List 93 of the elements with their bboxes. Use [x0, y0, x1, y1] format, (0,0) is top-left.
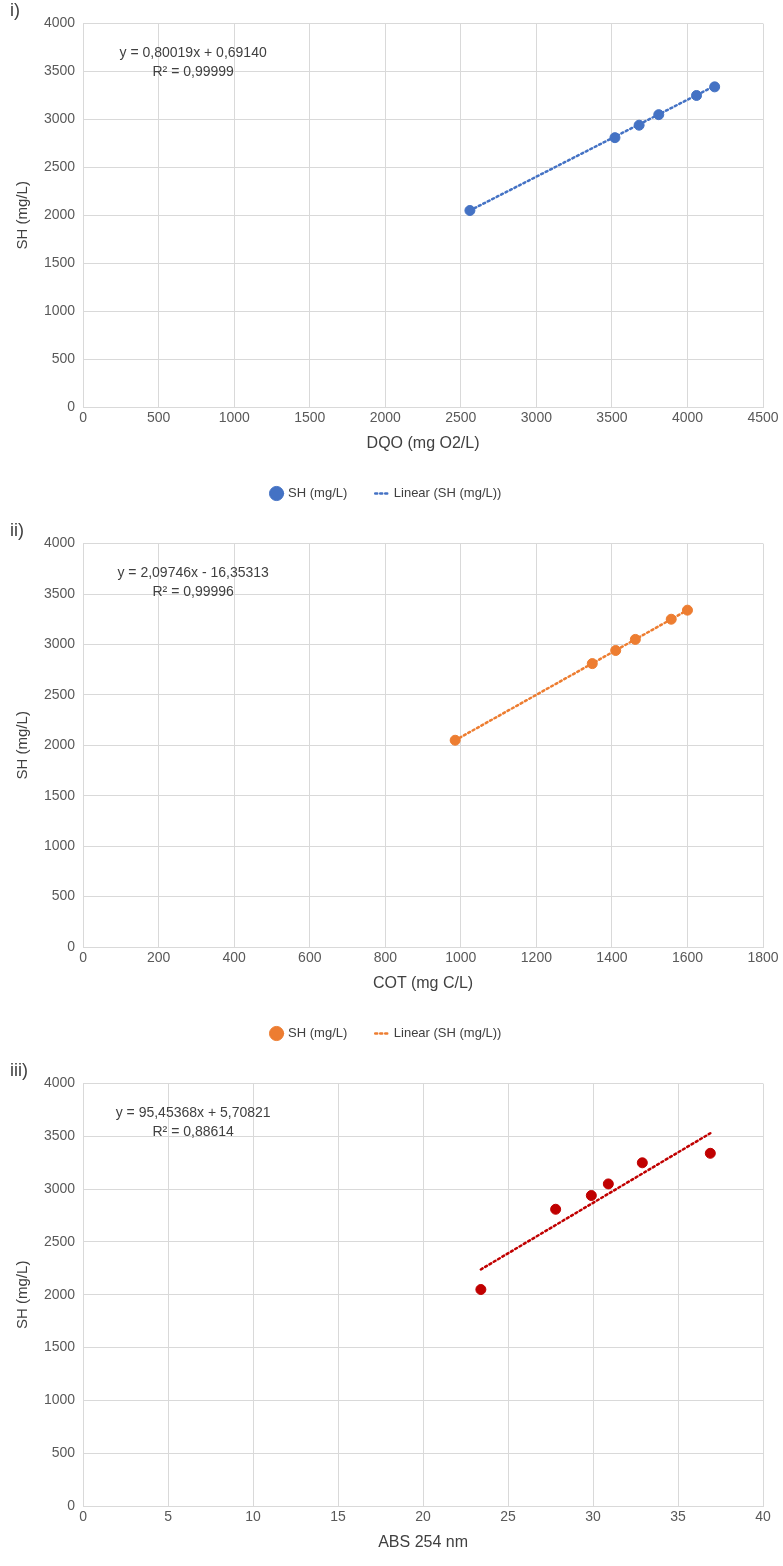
- point: [653, 109, 665, 121]
- y-tick-label: 2500: [43, 685, 76, 702]
- legend-label: SH (mg/L): [288, 1025, 348, 1041]
- y-tick-label: 4000: [43, 1074, 76, 1091]
- y-tick-label: 1500: [43, 254, 76, 271]
- y-axis-title: SH (mg/L): [13, 1260, 31, 1329]
- x-tick-label: 1200: [520, 949, 553, 966]
- legend-label: SH (mg/L): [288, 485, 348, 501]
- y-tick-label: 3500: [43, 1127, 76, 1144]
- x-tick-label: 30: [585, 1508, 602, 1525]
- point: [464, 205, 476, 217]
- x-tick-label: 20: [415, 1508, 432, 1525]
- x-tick-label: 5: [164, 1508, 173, 1525]
- x-tick-label: 4500: [747, 409, 779, 426]
- chart-title: ii): [10, 519, 24, 540]
- y-tick-label: 1500: [43, 786, 76, 803]
- y-axis-title: SH (mg/L): [13, 711, 31, 780]
- x-tick-label: 1000: [445, 949, 477, 966]
- x-tick-label: 0: [79, 409, 88, 426]
- point: [636, 1157, 648, 1169]
- x-tick-label: 2500: [445, 409, 477, 426]
- point: [449, 734, 461, 746]
- y-tick-label: 3500: [43, 62, 76, 79]
- annotation: y = 95,45368x + 5,70821: [115, 1104, 271, 1121]
- point: [709, 81, 721, 93]
- annotation: R² = 0,99996: [152, 583, 235, 600]
- y-tick-label: 3000: [43, 1180, 76, 1197]
- point: [665, 613, 677, 625]
- point: [633, 119, 645, 131]
- point: [610, 645, 622, 656]
- annotation: R² = 0,99999: [152, 63, 235, 80]
- x-tick-label: 1600: [671, 949, 704, 966]
- x-tick-label: 500: [147, 409, 171, 426]
- y-tick-label: 2500: [43, 158, 76, 175]
- x-tick-label: 400: [222, 949, 247, 966]
- x-tick-label: 1400: [596, 949, 628, 966]
- point: [629, 633, 641, 645]
- x-axis-title: DQO (mg O2/L): [366, 433, 480, 451]
- x-tick-label: 200: [147, 949, 171, 966]
- x-tick-label: 4000: [671, 409, 704, 426]
- y-tick-label: 1000: [43, 837, 76, 854]
- y-tick-label: 1500: [43, 1338, 76, 1355]
- annotation: y = 2,09746x - 16,35313: [117, 564, 270, 581]
- point: [585, 1190, 597, 1202]
- x-tick-label: 10: [245, 1508, 262, 1525]
- y-tick-label: 2500: [43, 1232, 76, 1249]
- y-tick-label: 0: [67, 1496, 76, 1513]
- x-axis-title: COT (mg C/L): [372, 973, 474, 991]
- chart-title: i): [10, 0, 20, 20]
- point: [691, 89, 703, 101]
- y-tick-label: 4000: [43, 534, 76, 551]
- y-tick-label: 500: [51, 1444, 76, 1461]
- x-tick-label: 0: [79, 949, 88, 966]
- x-tick-label: 40: [755, 1508, 771, 1525]
- y-tick-label: 1000: [43, 302, 76, 319]
- legend-label: Linear (SH (mg/L)): [393, 1025, 502, 1041]
- y-tick-label: 0: [67, 937, 76, 954]
- point: [586, 658, 598, 670]
- point: [704, 1147, 716, 1159]
- y-axis-title: SH (mg/L): [13, 181, 31, 250]
- point: [550, 1203, 562, 1215]
- legend-label: Linear (SH (mg/L)): [393, 485, 502, 501]
- x-tick-label: 800: [373, 949, 398, 966]
- x-tick-label: 3500: [596, 409, 628, 426]
- point: [609, 132, 621, 144]
- y-tick-label: 1000: [43, 1391, 76, 1408]
- y-tick-label: 3000: [43, 110, 76, 127]
- point: [602, 1178, 614, 1190]
- x-tick-label: 1800: [747, 949, 779, 966]
- x-tick-label: 3000: [520, 409, 553, 426]
- y-tick-label: 4000: [43, 14, 76, 31]
- y-tick-label: 500: [51, 887, 76, 904]
- y-tick-label: 2000: [43, 736, 76, 753]
- y-tick-label: 2000: [43, 1285, 76, 1302]
- x-axis-title: ABS 254 nm: [378, 1532, 468, 1550]
- annotation: y = 0,80019x + 0,69140: [119, 44, 267, 61]
- y-tick-label: 3500: [43, 584, 76, 601]
- y-tick-label: 500: [51, 349, 76, 366]
- x-tick-label: 1000: [218, 409, 250, 426]
- x-tick-label: 35: [670, 1508, 687, 1525]
- y-tick-label: 0: [67, 397, 76, 414]
- chart-title: iii): [10, 1059, 28, 1080]
- point: [681, 604, 693, 616]
- annotation: R² = 0,88614: [152, 1123, 235, 1140]
- x-tick-label: 1500: [294, 409, 326, 426]
- y-tick-label: 3000: [43, 635, 76, 652]
- x-tick-label: 25: [500, 1508, 517, 1525]
- x-tick-label: 0: [79, 1508, 88, 1525]
- point: [475, 1284, 487, 1296]
- x-tick-label: 15: [330, 1508, 347, 1525]
- x-tick-label: 600: [298, 949, 322, 966]
- x-tick-label: 2000: [369, 409, 402, 426]
- y-tick-label: 2000: [43, 206, 76, 223]
